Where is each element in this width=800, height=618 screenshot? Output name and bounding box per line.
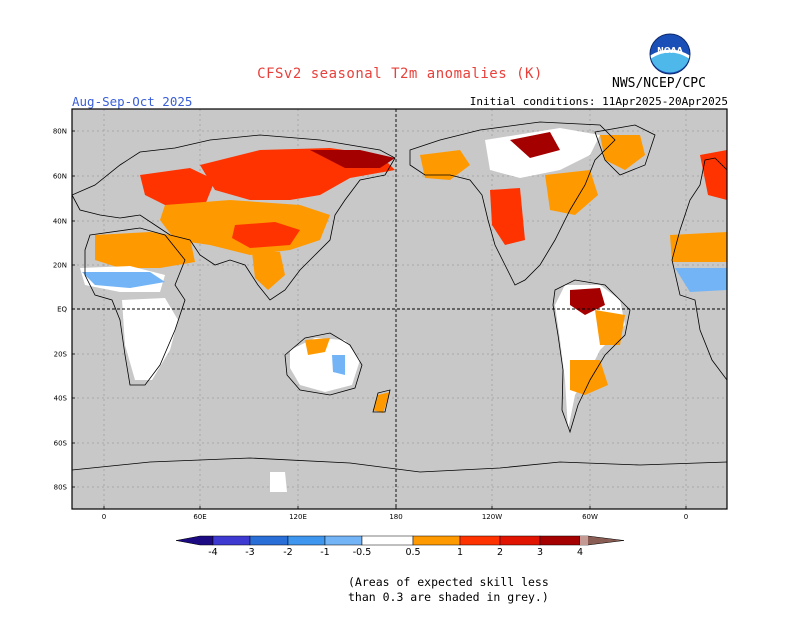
initial-conditions-label: Initial conditions: 11Apr2025-20Apr2025 <box>469 95 728 108</box>
lon-label: 180 <box>389 513 402 521</box>
colorbar-label: 2 <box>496 547 504 558</box>
colorbar <box>175 535 625 546</box>
colorbar-segment <box>287 535 326 546</box>
anomaly-east-canada-orange <box>545 170 598 215</box>
anomaly-india-orange <box>252 252 285 290</box>
colorbar-label: 0.5 <box>405 547 421 558</box>
anomaly-siberia-darkred <box>310 150 395 168</box>
colorbar-label: -4 <box>208 547 218 558</box>
noaa-logo-text: NOAA <box>657 46 683 55</box>
coastlines <box>72 121 727 473</box>
anomaly-canada-darkred <box>510 132 560 158</box>
colorbar-segment <box>249 535 289 546</box>
lat-label: EQ <box>57 306 67 314</box>
colorbar-segment <box>412 535 461 546</box>
colorbar-segment <box>580 536 588 545</box>
colorbar-segment <box>499 535 541 546</box>
anomaly-tibet-red <box>232 222 300 248</box>
anomaly-australia-orange <box>305 338 330 355</box>
anomaly-patches <box>80 128 727 492</box>
lon-label: 120E <box>289 513 307 521</box>
lat-label: 60N <box>53 173 67 181</box>
anomaly-west-us-red <box>490 188 525 245</box>
agency-label: NWS/NCEP/CPC <box>612 76 706 91</box>
season-label: Aug-Sep-Oct 2025 <box>72 94 193 109</box>
lon-label: 60E <box>193 513 206 521</box>
colorbar-label: -0.5 <box>352 547 372 558</box>
lat-label: 20N <box>53 262 67 270</box>
colorbar-label: -3 <box>245 547 255 558</box>
anomaly-sahel-blue <box>82 272 165 288</box>
latitude-labels: 80N 60N 40N 20N EQ 20S 40S 60S 80S <box>53 128 75 492</box>
lon-label: 120W <box>482 513 502 521</box>
lat-label: 20S <box>54 351 68 359</box>
anomaly-alaska-orange <box>420 150 470 180</box>
skill-note: (Areas of expected skill less than 0.3 a… <box>348 575 549 605</box>
skill-note-line2: than 0.3 are shaded in grey.) <box>348 590 549 604</box>
colorbar-label: -1 <box>320 547 330 558</box>
anomaly-brazil-orange <box>595 310 625 345</box>
noaa-logo: NOAA <box>649 33 691 75</box>
anomaly-australia-blue <box>332 355 345 375</box>
colorbar-label: 1 <box>456 547 464 558</box>
colorbar-label: 4 <box>576 547 584 558</box>
anomaly-scandinavia-red <box>700 150 727 200</box>
colorbar-segment <box>324 535 363 546</box>
longitude-labels: 0 60E 120E 180 120W 60W 0 <box>102 506 688 521</box>
lat-label: 80S <box>54 484 68 492</box>
colorbar-segment <box>212 535 251 546</box>
colorbar-label: -2 <box>283 547 293 558</box>
anomaly-europe-red <box>140 168 215 205</box>
anomaly-amazon-darkred <box>570 288 605 315</box>
anomaly-argentina-orange <box>570 360 608 395</box>
colorbar-segment <box>459 535 501 546</box>
lat-label: 80N <box>53 128 67 136</box>
colorbar-low-arrow <box>175 535 214 546</box>
lon-label: 0 <box>102 513 106 521</box>
anomaly-antarctica-white <box>270 472 287 492</box>
lon-label: 60W <box>582 513 598 521</box>
map-layers <box>72 109 727 509</box>
colorbar-segment <box>361 535 414 546</box>
colorbar-label: 3 <box>536 547 544 558</box>
chart-title: CFSv2 seasonal T2m anomalies (K) <box>257 66 543 82</box>
lon-label: 0 <box>684 513 688 521</box>
colorbar-segment <box>539 535 581 546</box>
anomaly-sahara-east-orange <box>670 232 727 262</box>
lat-label: 40N <box>53 218 67 226</box>
lat-label: 40S <box>54 395 68 403</box>
anomaly-south-africa-white <box>122 298 178 380</box>
anomaly-sahel-east-blue <box>675 268 727 292</box>
skill-note-line1: (Areas of expected skill less <box>348 575 549 589</box>
lat-label: 60S <box>54 440 68 448</box>
